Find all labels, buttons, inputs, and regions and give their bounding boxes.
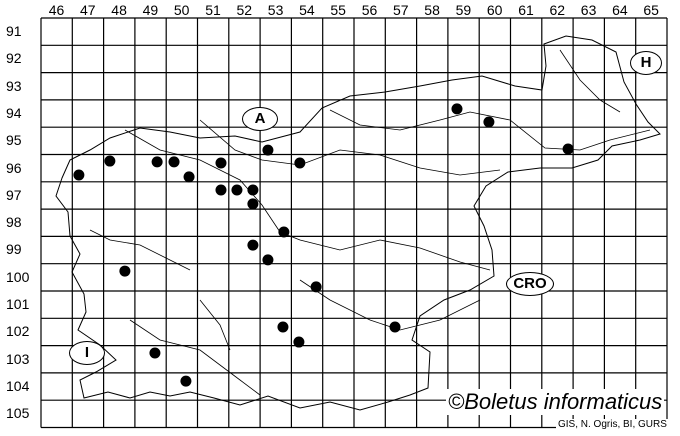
- row-label: 94: [6, 104, 22, 121]
- column-label: 52: [236, 2, 253, 18]
- grid-lines: [40, 17, 668, 429]
- row-label: 105: [6, 405, 30, 422]
- row-label: 95: [6, 132, 22, 149]
- record-dot: [104, 155, 116, 167]
- record-dot: [183, 171, 195, 183]
- column-label: 51: [205, 2, 221, 18]
- record-dot: [294, 157, 306, 169]
- column-label: 56: [361, 2, 378, 18]
- record-dot: [247, 239, 259, 251]
- record-dot: [119, 265, 131, 277]
- record-dot: [451, 103, 463, 115]
- column-label: 49: [142, 2, 159, 18]
- column-label: 61: [518, 2, 534, 18]
- region-label-croatia: CRO: [506, 272, 554, 296]
- column-label: 62: [549, 2, 566, 18]
- column-label: 53: [267, 2, 284, 18]
- copyright-credit: ©Boletus informaticus: [446, 389, 665, 415]
- column-label: 46: [48, 2, 65, 18]
- row-label: 92: [6, 50, 22, 67]
- region-label-austria: A: [242, 107, 278, 131]
- column-label: 50: [173, 2, 190, 18]
- row-label: 100: [6, 268, 30, 285]
- data-source: GIS, N. Ogris, BI, GURS: [556, 419, 669, 430]
- record-dot: [149, 347, 161, 359]
- record-dot: [483, 116, 495, 128]
- row-label: 93: [6, 77, 22, 94]
- column-label: 54: [299, 2, 315, 18]
- record-dot: [247, 198, 259, 210]
- row-label: 98: [6, 214, 22, 231]
- row-label: 104: [6, 377, 30, 394]
- column-label: 63: [580, 2, 597, 18]
- row-label: 99: [6, 241, 22, 258]
- rivers: [89, 49, 651, 396]
- row-label: 102: [6, 323, 30, 340]
- record-dot: [215, 157, 227, 169]
- region-label-hungary: H: [630, 51, 662, 75]
- column-label: 55: [330, 2, 346, 18]
- record-dots: [73, 103, 574, 387]
- record-dot: [278, 226, 290, 238]
- country-border: [55, 35, 661, 411]
- record-dot: [215, 184, 227, 196]
- column-label: 57: [393, 2, 409, 18]
- record-dot: [247, 184, 259, 196]
- row-label: 96: [6, 159, 22, 176]
- row-label: 103: [6, 350, 30, 367]
- record-dot: [293, 336, 305, 348]
- record-dot: [262, 144, 274, 156]
- column-label: 60: [486, 2, 503, 18]
- column-label: 64: [612, 2, 628, 18]
- record-dot: [151, 156, 163, 168]
- region-label-italy: I: [69, 341, 105, 365]
- column-label: 65: [643, 2, 659, 18]
- row-label: 97: [6, 186, 22, 203]
- record-dot: [562, 143, 574, 155]
- row-label: 101: [6, 296, 30, 312]
- column-label: 59: [455, 2, 472, 18]
- record-dot: [168, 156, 180, 168]
- column-label: 48: [111, 2, 127, 18]
- column-label: 47: [80, 2, 96, 18]
- record-dot: [180, 375, 192, 387]
- record-dot: [231, 184, 243, 196]
- record-dot: [389, 321, 401, 333]
- row-label: 91: [6, 23, 22, 39]
- record-dot: [262, 254, 274, 266]
- record-dot: [73, 169, 85, 181]
- record-dot: [310, 281, 322, 293]
- column-label: 58: [424, 2, 440, 18]
- record-dot: [277, 321, 289, 333]
